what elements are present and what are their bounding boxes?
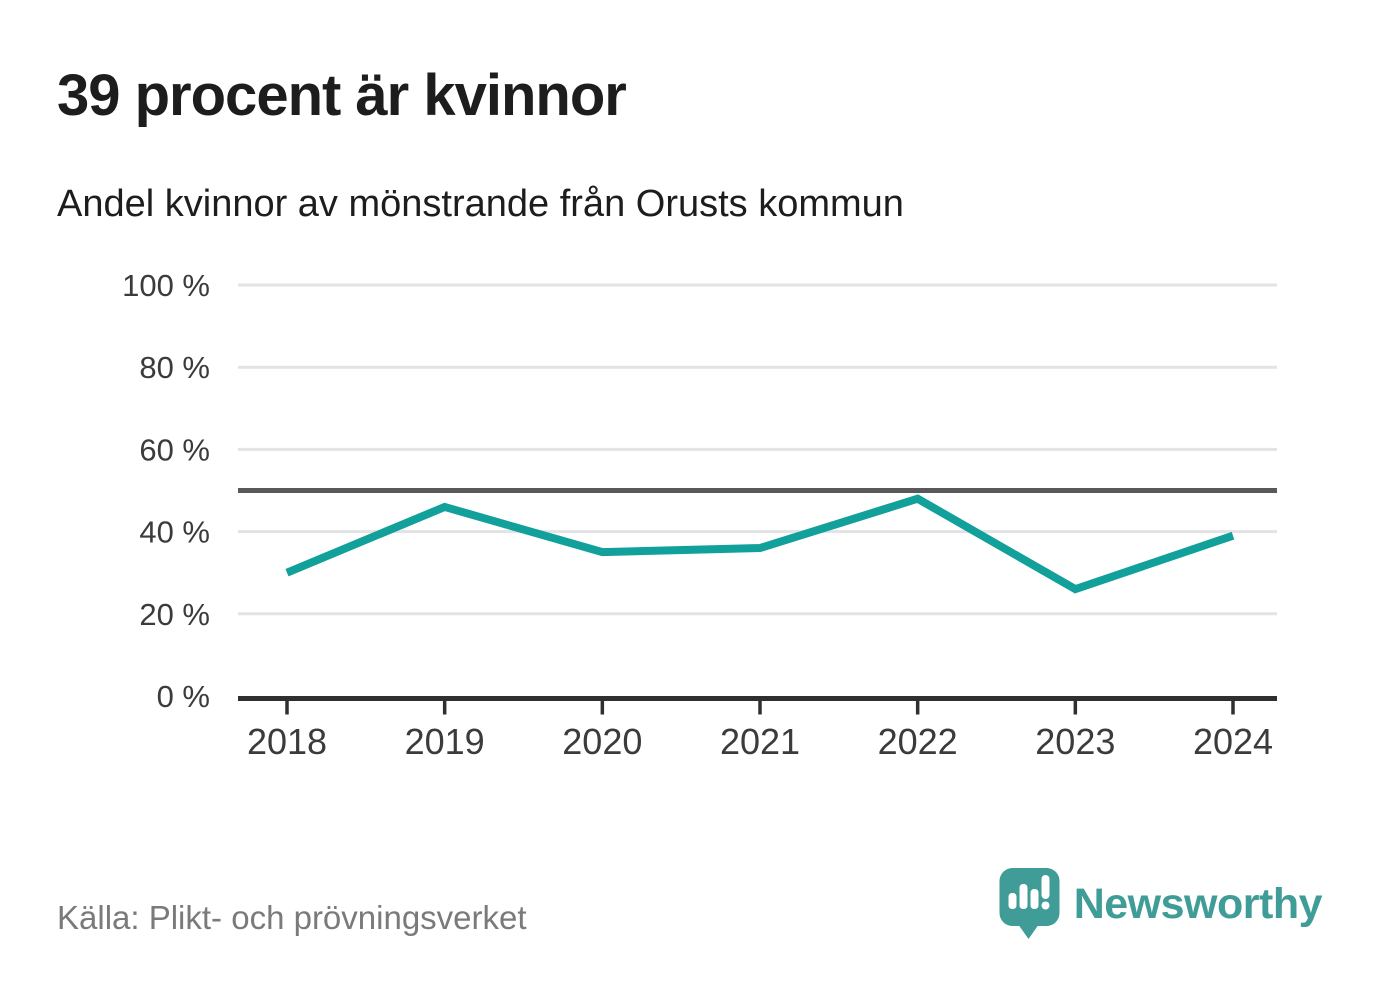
data-line xyxy=(285,494,1235,594)
chart-subtitle: Andel kvinnor av mönstrande från Orusts … xyxy=(57,183,904,225)
y-axis-tick-label: 80 % xyxy=(139,350,210,385)
x-axis-tick-label: 2019 xyxy=(405,721,485,762)
x-axis-tick-label: 2018 xyxy=(247,721,327,762)
x-axis-tick-label: 2020 xyxy=(562,721,642,762)
x-axis-tick-label: 2022 xyxy=(878,721,958,762)
chart-title: 39 procent är kvinnor xyxy=(57,63,627,128)
x-axis-tick-label: 2024 xyxy=(1193,721,1273,762)
source-note: Källa: Plikt- och prövningsverket xyxy=(57,899,527,936)
y-axis-tick-label: 20 % xyxy=(139,597,210,632)
x-axis-tick-label: 2023 xyxy=(1035,721,1115,762)
newsworthy-logo-icon xyxy=(999,868,1060,939)
brand-name: Newsworthy xyxy=(1073,879,1323,928)
y-axis-tick-label: 60 % xyxy=(139,432,210,467)
y-axis-tick-label: 0 % xyxy=(157,679,210,714)
y-axis-tick-label: 100 % xyxy=(122,268,210,303)
y-axis-tick-label: 40 % xyxy=(139,515,210,550)
brand-row: Newsworthy xyxy=(999,868,1323,940)
x-axis-tick-label: 2021 xyxy=(720,721,800,762)
